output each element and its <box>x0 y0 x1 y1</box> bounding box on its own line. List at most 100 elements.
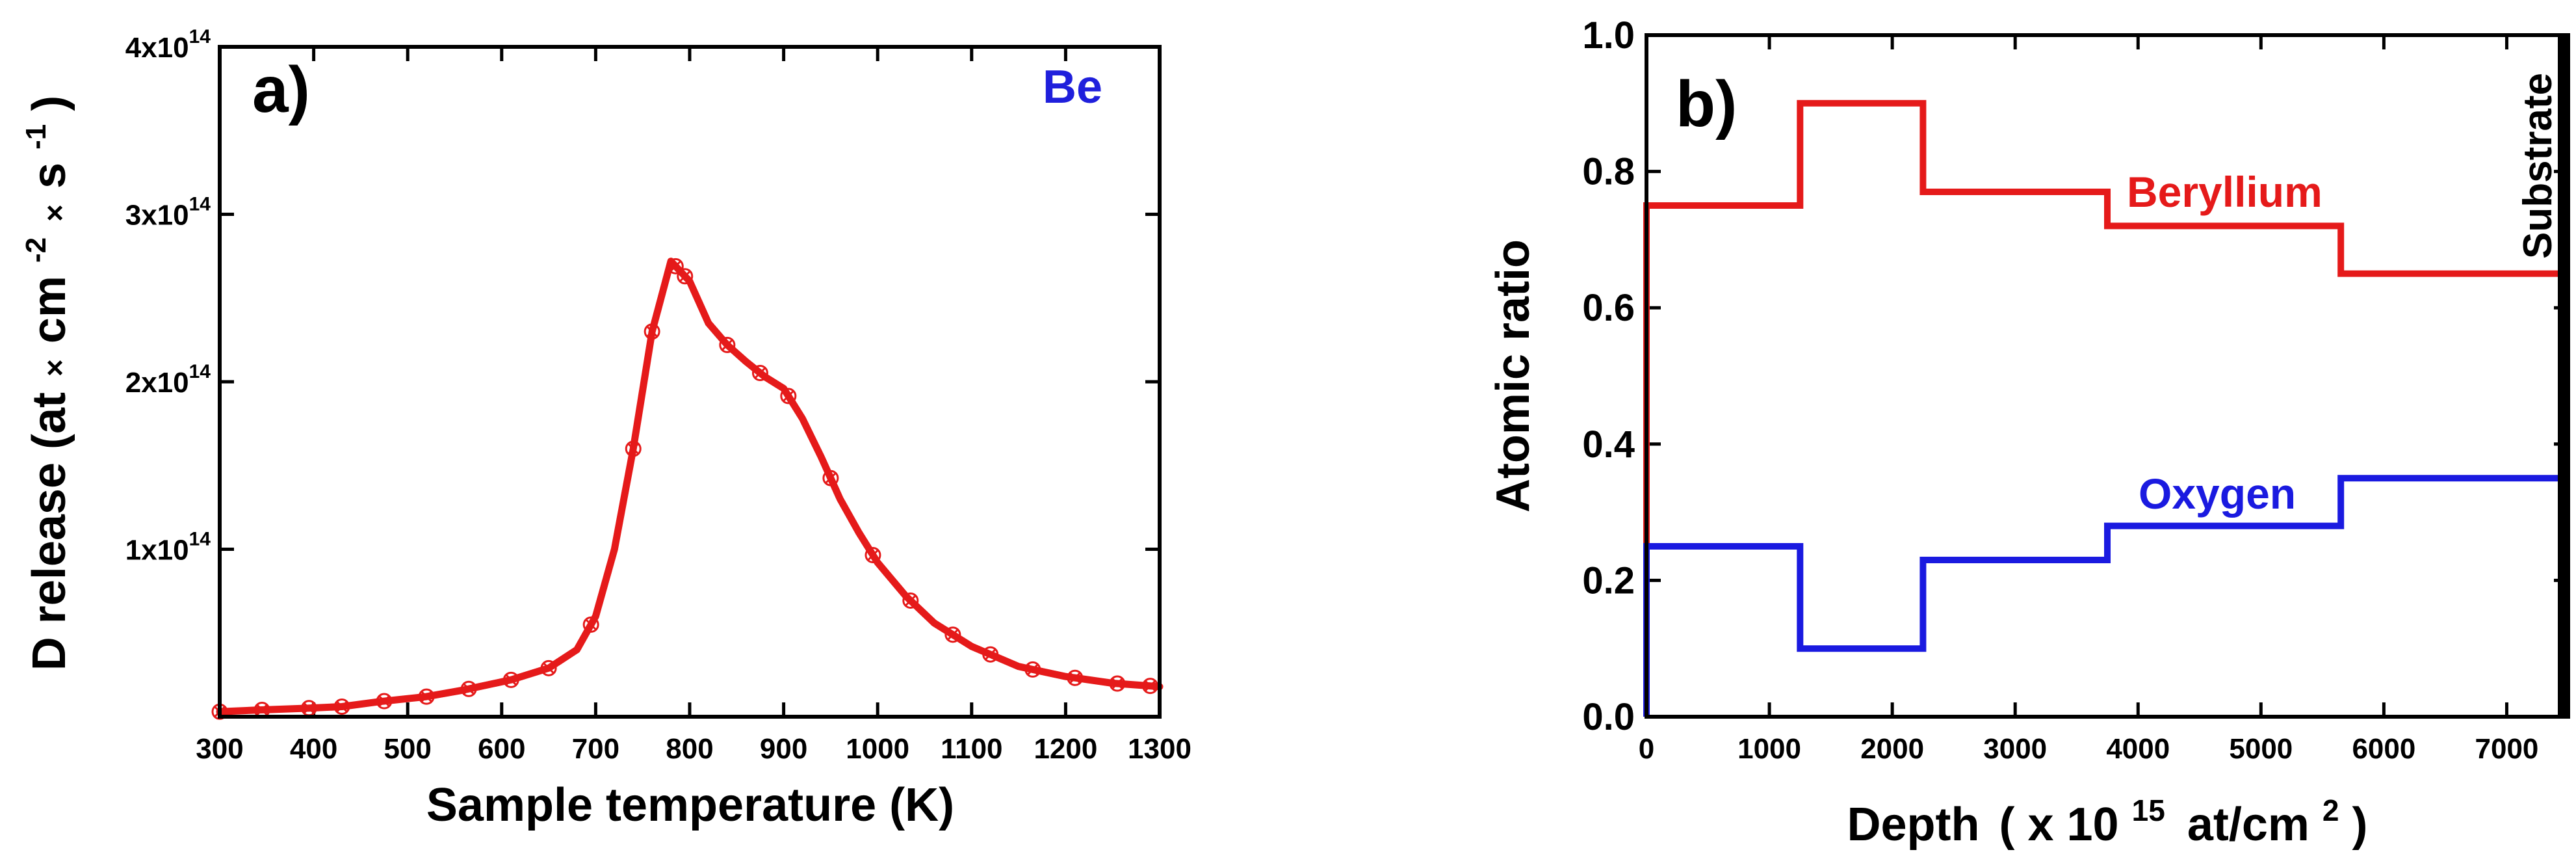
tick-exp: 14 <box>189 361 211 382</box>
panel-a-x-tick-label: 1300 <box>1128 733 1191 765</box>
tick-base: 3x10 <box>125 200 189 232</box>
tick-exp: 14 <box>189 194 211 215</box>
panel-b-series-oxygen <box>1643 475 2566 717</box>
tick-base: 1x10 <box>125 535 189 566</box>
panel-b-ticks <box>1645 33 2568 719</box>
panel-b-chart: 0 1000 2000 3000 4000 5000 6000 7000 0.00.20.40… <box>1487 14 2570 851</box>
beryllium-series-label: Beryllium <box>2127 168 2322 216</box>
panel-a-y-tick-label: 2x1014 <box>125 361 211 399</box>
tick-base: 4x10 <box>125 32 189 64</box>
panel-b-x-tick-label: 2000 <box>1860 733 1924 765</box>
y-title-s: s <box>23 163 75 189</box>
panel-a-data-marker <box>582 616 599 633</box>
panel-a-x-tick-label: 800 <box>666 733 713 765</box>
panel-b-x-axis-title: Depth ( x 10 15 at/cm 2 ) <box>1847 779 2367 851</box>
panel-a-y-tick-label: 1x1014 <box>125 529 211 566</box>
oxygen-series-label: Oxygen <box>2139 470 2296 518</box>
tick-base: 2x10 <box>125 367 189 399</box>
panel-b-y-axis-title: Atomic ratio <box>1487 239 1539 512</box>
panel-a-data-marker <box>540 659 557 676</box>
substrate-label: Substrate <box>2516 73 2560 259</box>
panel-b-x-tick-label: 0 <box>1639 733 1654 765</box>
panel-b-y-tick-label: 0.2 <box>1582 559 1635 602</box>
panel-b-y-tick-labels: 0.0 0.2 0.4 0.6 0.8 1.0 <box>1582 14 1635 738</box>
panel-a-data-marker <box>865 547 881 564</box>
y-title-mult-1: × <box>38 359 72 377</box>
panel-a-x-tick-label: 1100 <box>941 733 1002 765</box>
y-title-prefix: D release (at <box>23 392 75 671</box>
panel-a-y-tick-label: 3x1014 <box>125 194 211 232</box>
panel-a-data-marker <box>1109 675 1126 692</box>
panel-a-data-marker <box>780 388 797 405</box>
panel-a-data-marker <box>751 364 768 381</box>
panel-a-x-tick-labels: 300 400 500 600 700 800 900 1000 1100 1200 1300 <box>196 733 1191 765</box>
panel-a-x-tick-label: 300 <box>196 733 243 765</box>
panel-b-label: b) <box>1676 68 1737 140</box>
panel-b-x-tick-labels: 0 1000 2000 3000 4000 5000 6000 7000 <box>1639 733 2539 765</box>
panel-a-data-marker <box>902 592 919 609</box>
panel-a-data-marker <box>1024 661 1041 678</box>
panel-b-x-tick-label: 5000 <box>2229 733 2293 765</box>
panel-b-x-tick-label: 1000 <box>1737 733 1801 765</box>
panel-b-series <box>1643 35 2568 717</box>
panel-a-data-marker <box>644 323 660 340</box>
tick-exp: 14 <box>189 26 211 47</box>
y-title-mult-2: × <box>38 204 72 222</box>
panel-b-series-beryllium <box>1643 100 2566 717</box>
panel-a-data-marker <box>502 671 519 688</box>
panel-a-data-marker <box>333 699 350 715</box>
tick-exp: 14 <box>189 529 211 550</box>
panel-b-plot-frame <box>1645 33 2570 719</box>
panel-a-x-tick-label: 1200 <box>1034 733 1097 765</box>
x-title-close: ) <box>2352 799 2368 851</box>
panel-a-data-marker <box>1142 678 1159 695</box>
panel-b-x-tick-label: 7000 <box>2475 733 2539 765</box>
panel-b-x-tick-label: 4000 <box>2106 733 2170 765</box>
panel-a-y-tick-label: 4x1014 <box>125 26 211 64</box>
panel-a-data-marker <box>719 336 736 353</box>
x-title-prefix: Depth <box>1847 799 1979 851</box>
panel-a-data-marker <box>944 626 961 643</box>
panel-a-data-marker <box>625 440 642 457</box>
panel-b-y-tick-label: 0.0 <box>1582 696 1635 738</box>
y-title-s-exp: -1 <box>20 124 52 150</box>
panel-a-x-tick-label: 500 <box>384 733 431 765</box>
panel-a-label: a) <box>252 53 310 126</box>
panel-a-data-marker <box>376 693 393 710</box>
panel-a-ticks <box>218 45 1162 717</box>
panel-a-series-line <box>216 258 1164 715</box>
panel-a-plot-frame <box>218 45 1162 719</box>
panel-a-data-marker <box>677 268 694 285</box>
panel-b-x-tick-label: 3000 <box>1983 733 2047 765</box>
x-title-exp: 15 <box>2132 793 2165 827</box>
panel-b-x-tick-label: 6000 <box>2352 733 2415 765</box>
panel-a-series <box>211 258 1164 720</box>
panel-a-x-tick-label: 700 <box>572 733 619 765</box>
panel-a-chart: 300 400 500 600 700 800 900 1000 1100 1200 1300 1x… <box>4 26 1191 831</box>
panel-a-x-tick-label: 400 <box>290 733 337 765</box>
panel-b-y-tick-label: 0.4 <box>1582 423 1635 466</box>
panel-a-y-axis-title: D release (at × cm -2 × s -1 ) <box>4 96 75 671</box>
panel-a-annotation-be: Be <box>1043 61 1102 113</box>
panel-a-data-marker <box>982 646 999 663</box>
panel-a-x-tick-label: 600 <box>478 733 525 765</box>
panel-a-data-marker <box>460 680 477 697</box>
panel-b-y-tick-label: 0.6 <box>1582 287 1635 329</box>
panel-a-data-marker <box>822 470 839 486</box>
panel-a-x-tick-label: 900 <box>760 733 807 765</box>
panel-a-data-marker <box>418 688 435 705</box>
y-title-suffix: ) <box>23 96 75 111</box>
panel-b-y-tick-label: 1.0 <box>1582 14 1635 57</box>
x-title-unit: at/cm <box>2187 799 2309 851</box>
panel-a-x-tick-label: 1000 <box>846 733 909 765</box>
y-title-cm: cm <box>23 276 75 343</box>
panel-a-data-marker <box>1067 669 1084 686</box>
panel-b-y-tick-label: 0.8 <box>1582 151 1635 193</box>
y-title-cm-exp: -2 <box>20 237 52 263</box>
panel-a-x-axis-title: Sample temperature (K) <box>426 779 954 831</box>
panel-a-data-marker <box>667 258 684 274</box>
x-title-paren: ( x 10 <box>1999 799 2118 851</box>
x-title-unit-exp: 2 <box>2322 793 2339 827</box>
